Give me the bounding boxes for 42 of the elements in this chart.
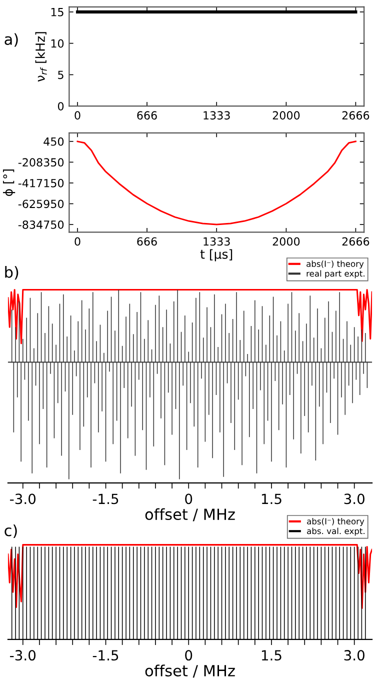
x-tick-label: 2000 [272,111,300,120]
legend-label: abs(I⁻) theory [307,518,364,526]
legend-label: abs(I⁻) theory [306,260,364,269]
text: a) [4,33,18,47]
y-tick-label: 450 [44,137,64,146]
y-axis-title: ν$_{rf}$ [kHz] [35,32,47,82]
legend-label: abs. val. expt. [307,528,364,536]
y-tick-label: 0 [58,102,64,110]
line-series [76,140,356,226]
y-tick-label: -417150 [18,178,64,188]
y-tick-label: -625950 [18,200,64,208]
y-tick-label: 5 [58,70,64,80]
x-tick-label: 0 [74,237,80,246]
x-tick-label: -3.0 [10,494,36,504]
chart-title: c) [4,524,17,538]
x-tick-label: 1333 [204,111,230,120]
x-axis-title: t [µs] [200,249,232,262]
x-axis-title: offset / MHz [145,664,235,678]
chart-title: b) [5,266,18,280]
y-tick-label: 15 [51,8,64,16]
x-tick-label: -1.5 [92,650,118,661]
x-tick-label: 0 [185,650,192,661]
x-tick-label: 3.0 [344,650,364,661]
y-tick-label: -208350 [18,158,64,167]
y-tick-label: 10 [51,39,64,48]
x-tick-label: 3.0 [344,494,364,504]
x-tick-label: 0 [74,111,80,120]
x-tick-label: 1333 [204,237,230,246]
legend-label: real part expt. [306,270,364,278]
x-tick-label: 666 [137,237,157,246]
y-axis-title: ϕ [°] [3,170,16,196]
x-tick-label: 1.5 [262,650,282,661]
x-tick-label: 1.5 [262,494,282,504]
y-tick-label: -834750 [18,220,64,229]
x-axis-title: offset / MHz [145,508,235,522]
x-tick-label: -3.0 [10,650,36,661]
x-tick-label: 2666 [342,237,370,246]
x-tick-label: 666 [137,111,157,120]
x-tick-label: -1.5 [92,494,118,504]
x-tick-label: 2666 [342,111,370,120]
x-tick-label: 2000 [272,237,300,246]
x-tick-label: 0 [185,494,192,504]
